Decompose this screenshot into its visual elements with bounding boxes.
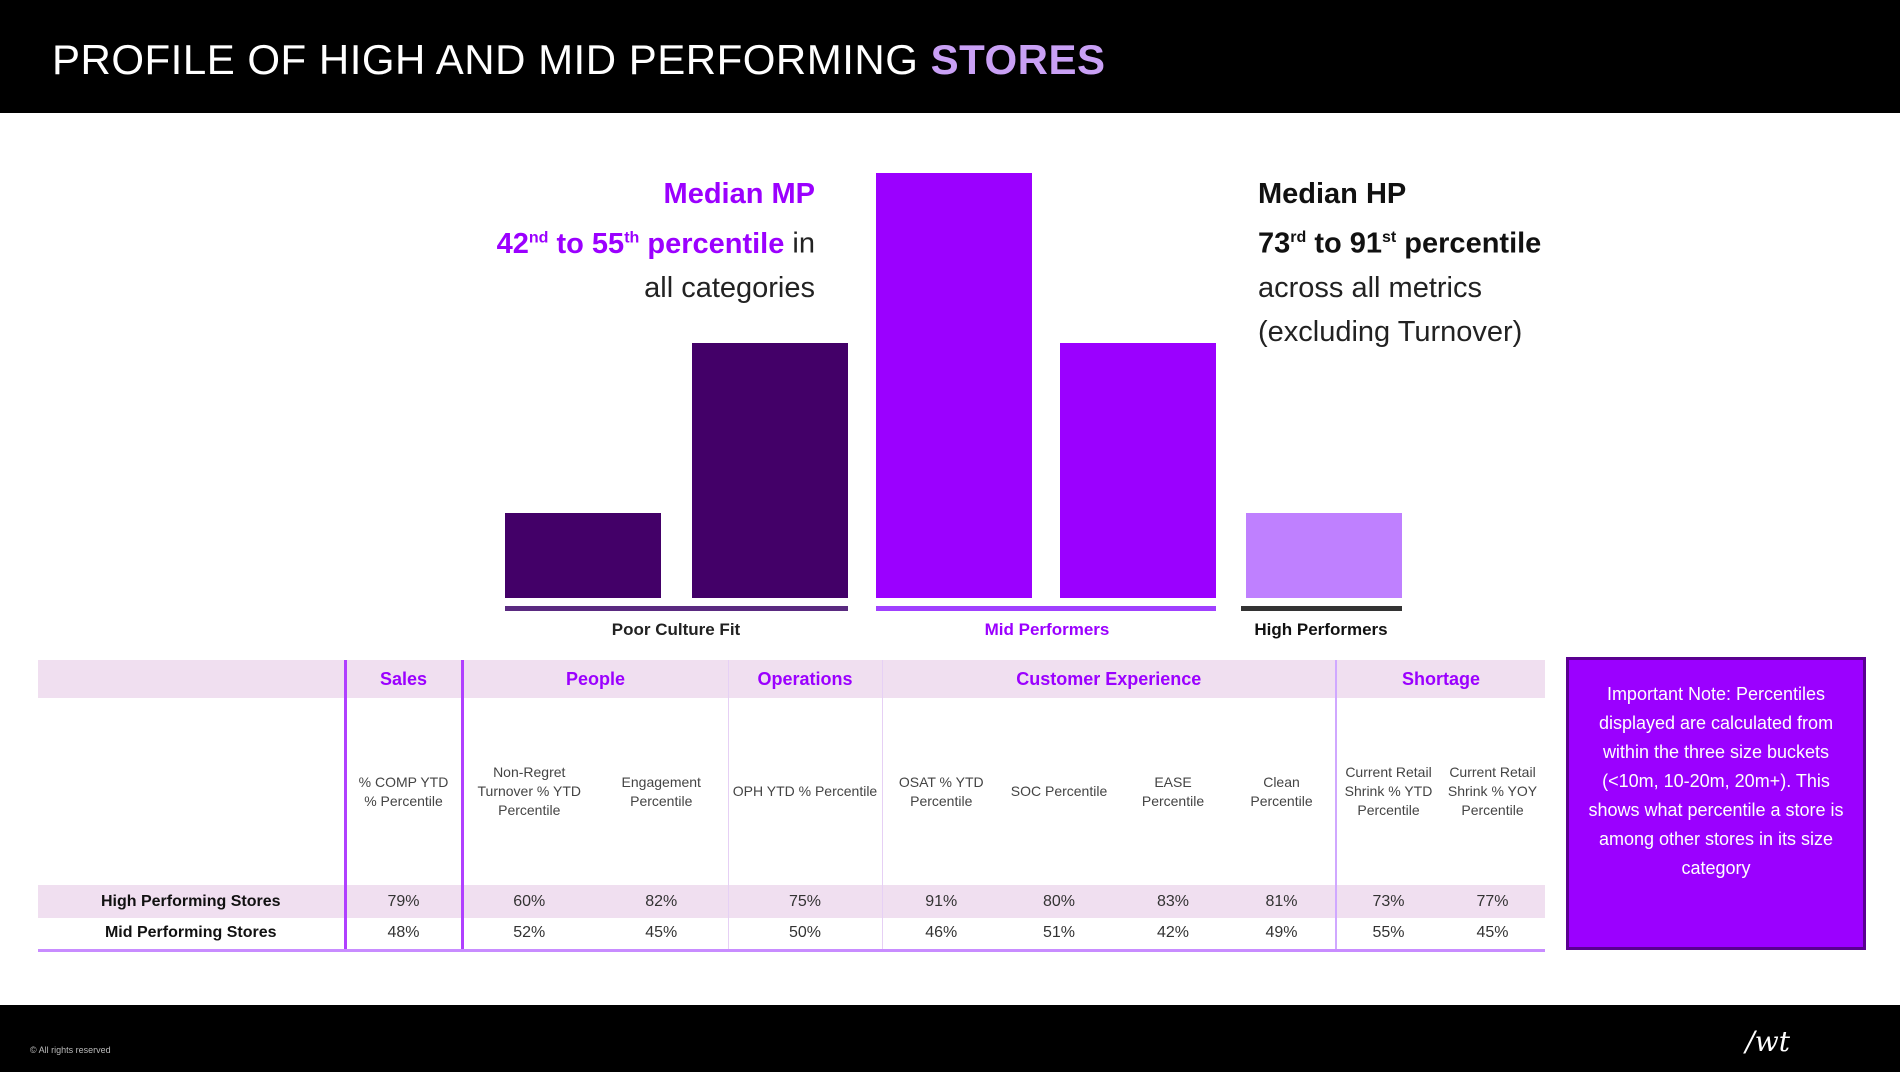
group-baseline-0 — [505, 606, 848, 611]
column-header: Clean Percentile — [1250, 773, 1313, 809]
group-label-poor-culture-fit: Poor Culture Fit — [611, 620, 741, 639]
category-customer-experience: Customer Experience — [881, 660, 1336, 698]
distribution-chart — [505, 173, 1402, 611]
category-people: People — [460, 660, 728, 698]
column-header: Engagement Percentile — [621, 773, 701, 809]
table-row: Mid Performing Stores 48% 52% 45% 50% 46… — [38, 918, 1545, 952]
slide-title: PROFILE OF HIGH AND MID PERFORMING STORE… — [52, 36, 1106, 83]
bar-4 — [1246, 513, 1402, 598]
category-shortage: Shortage — [1335, 660, 1545, 698]
group-baseline-2 — [1241, 606, 1402, 611]
category-sales: Sales — [343, 660, 462, 698]
slide-footer: © All rights reserved /wt — [0, 1005, 1900, 1072]
table-row: High Performing Stores 79% 60% 82% 75% 9… — [38, 885, 1545, 918]
group-label-mid-performers: Mid Performers — [984, 620, 1110, 639]
copyright-text: © All rights reserved — [30, 1045, 111, 1055]
percentile-table: Sales People Operations Customer Experie… — [38, 660, 1545, 952]
bar-3 — [1060, 343, 1216, 598]
category-operations: Operations — [727, 660, 882, 698]
column-header: Current Retail Shrink % YTD Percentile — [1335, 698, 1440, 885]
column-header: OPH YTD % Percentile — [727, 698, 882, 885]
bar-2 — [876, 173, 1032, 598]
column-header: Current Retail Shrink % YOY Percentile — [1447, 764, 1538, 818]
slide-header: PROFILE OF HIGH AND MID PERFORMING STORE… — [0, 0, 1900, 113]
column-header: EASE Percentile — [1141, 773, 1205, 809]
bar-0 — [505, 513, 661, 598]
company-logo: /wt — [1745, 1025, 1790, 1058]
group-label-high-performers: High Performers — [1254, 620, 1388, 639]
group-baseline-1 — [876, 606, 1216, 611]
column-header: OSAT % YTD Percentile — [881, 698, 1000, 885]
median-hp-callout: Median HP 73rd to 91st percentile across… — [1258, 178, 1542, 348]
median-mp-callout: Median MP 42nd to 55th percentile in all… — [496, 178, 815, 304]
column-header: Non-Regret Turnover % YTD Percentile — [460, 698, 595, 885]
column-header: % COMP YTD % Percentile — [343, 698, 462, 885]
important-note-box: Important Note: Percentiles displayed ar… — [1566, 657, 1866, 950]
column-header: SOC Percentile — [1010, 783, 1108, 799]
bar-1 — [692, 343, 848, 598]
